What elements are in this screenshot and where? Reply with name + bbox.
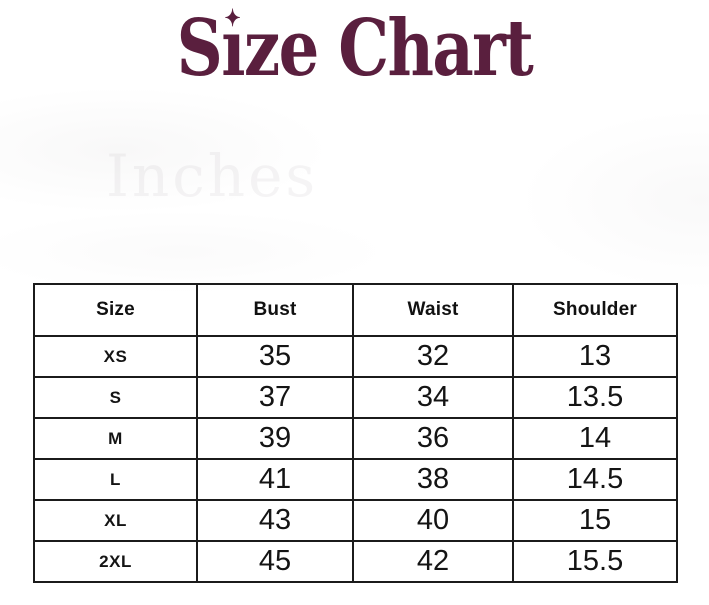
size-cell: XS <box>33 335 198 378</box>
size-cell: M <box>33 417 198 460</box>
shoulder-cell: 13 <box>512 335 678 378</box>
title-part-after-i: ze Chart <box>243 3 534 94</box>
col-header-waist: Waist <box>352 283 514 337</box>
bust-cell: 43 <box>196 499 354 542</box>
title-dotless-i-wrap: ✦ ı <box>221 4 245 90</box>
bust-cell: 37 <box>196 376 354 419</box>
waist-cell: 40 <box>352 499 514 542</box>
table-row-2xl: 2XL 45 42 15.5 <box>33 540 678 583</box>
bust-cell: 45 <box>196 540 354 583</box>
waist-cell: 42 <box>352 540 514 583</box>
table-row-xs: XS 35 32 13 <box>33 335 678 378</box>
shoulder-cell: 13.5 <box>512 376 678 419</box>
page-title: S ✦ ıze Chart <box>64 4 645 90</box>
sparkle-star-icon: ✦ <box>224 4 241 33</box>
size-cell: S <box>33 376 198 419</box>
waist-cell: 34 <box>352 376 514 419</box>
watermark-text: Inches <box>106 142 319 210</box>
bust-cell: 35 <box>196 335 354 378</box>
table-row-s: S 37 34 13.5 <box>33 376 678 419</box>
table-row-l: L 41 38 14.5 <box>33 458 678 501</box>
table-row-m: M 39 36 14 <box>33 417 678 460</box>
shoulder-cell: 14.5 <box>512 458 678 501</box>
shoulder-cell: 15 <box>512 499 678 542</box>
col-header-shoulder: Shoulder <box>512 283 678 337</box>
waist-cell: 38 <box>352 458 514 501</box>
col-header-bust: Bust <box>196 283 354 337</box>
size-chart-table: Size Bust Waist Shoulder XS 35 32 13 S 3… <box>33 283 678 583</box>
shoulder-cell: 15.5 <box>512 540 678 583</box>
size-cell: 2XL <box>33 540 198 583</box>
bust-cell: 39 <box>196 417 354 460</box>
shoulder-cell: 14 <box>512 417 678 460</box>
table-header-row: Size Bust Waist Shoulder <box>33 283 678 337</box>
title-dotless-i: ı <box>221 3 245 94</box>
size-cell: XL <box>33 499 198 542</box>
col-header-size: Size <box>33 283 198 337</box>
waist-cell: 36 <box>352 417 514 460</box>
waist-cell: 32 <box>352 335 514 378</box>
size-cell: L <box>33 458 198 501</box>
title-part-before-i: S <box>176 3 223 94</box>
bust-cell: 41 <box>196 458 354 501</box>
table-row-xl: XL 43 40 15 <box>33 499 678 542</box>
